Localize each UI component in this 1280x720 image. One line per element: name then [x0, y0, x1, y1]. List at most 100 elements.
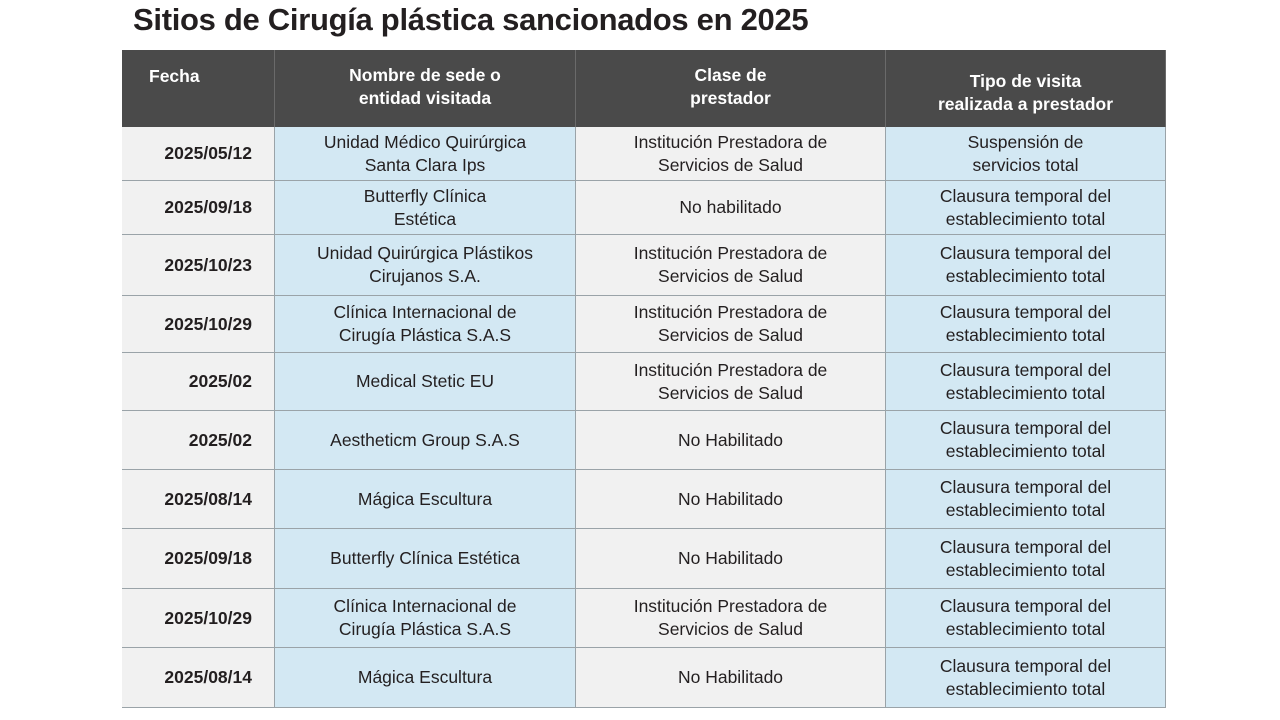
date-cell: 2025/10/23: [122, 235, 275, 296]
cell-text: Clausura temporal del: [939, 418, 1112, 438]
cell-text: 2025/09/18: [164, 197, 252, 217]
table-cell: Clausura temporal del establecimiento tot…: [886, 235, 1166, 296]
cell-text: Clausura temporal del: [939, 243, 1112, 263]
header-cell: Clase de prestador: [576, 50, 886, 127]
cell-text: Clausura temporal del: [939, 359, 1112, 380]
cell-text: Cirujanos S.A.: [369, 266, 481, 286]
cell-text: Fecha: [149, 66, 200, 86]
table-cell: No Habilitado: [576, 648, 886, 708]
cell-text: 2025/10/23: [164, 254, 252, 275]
cell-text: 2025/10/29: [164, 607, 252, 628]
cell-text: No habilitado: [679, 197, 782, 217]
cell-text: Institución Prestadora de: [633, 243, 828, 263]
cell-text: establecimiento total: [945, 382, 1106, 403]
cell-text: No Habilitado: [677, 488, 784, 509]
cell-text: Mágica Escultura: [357, 488, 493, 509]
cell-text: Servicios de Salud: [658, 154, 803, 175]
cell-text: No Habilitado: [677, 667, 784, 687]
cell-text: Institución Prestadora de: [633, 302, 828, 322]
table-cell: Institución Prestadora de Servicios de Sa…: [576, 127, 886, 181]
cell-text: Mágica Escultura: [357, 667, 493, 687]
cell-text: Estética: [393, 208, 457, 229]
cell-text: establecimiento total: [945, 619, 1106, 639]
table-cell: No Habilitado: [576, 470, 886, 529]
cell-text: Unidad Quirúrgica Plástikos: [317, 243, 533, 263]
cell-text: Tipo de visita: [969, 71, 1082, 91]
cell-text: Butterfly Clínica: [363, 185, 487, 206]
table-cell: Clausura temporal del establecimiento tot…: [886, 411, 1166, 470]
header-cell: Tipo de visita realizada a prestador: [886, 50, 1166, 127]
cell-text: establecimiento total: [945, 325, 1106, 345]
table-cell: Clausura temporal del establecimiento tot…: [886, 296, 1166, 353]
cell-text: Cirugía Plástica S.A.S: [338, 619, 512, 639]
table-cell: Butterfly Clínica Estética: [275, 529, 576, 589]
cell-text: Servicios de Salud: [658, 619, 803, 639]
cell-text: establecimiento total: [945, 559, 1106, 580]
table-cell: Unidad Médico Quirúrgica Santa Clara Ips: [275, 127, 576, 181]
cell-text: Servicios de Salud: [658, 325, 803, 345]
table-cell: Institución Prestadora de Servicios de Sa…: [576, 589, 886, 648]
cell-text: Santa Clara Ips: [364, 154, 486, 175]
date-cell: 2025/08/14: [122, 470, 275, 529]
cell-text: 2025/08/14: [164, 488, 252, 509]
header-cell: Fecha: [122, 50, 275, 127]
table-cell: Aestheticm Group S.A.S: [275, 411, 576, 470]
table-cell: Clínica Internacional de Cirugía Plástica…: [275, 296, 576, 353]
cell-text: servicios total: [972, 154, 1079, 175]
cell-text: establecimiento total: [945, 500, 1106, 520]
table-cell: No Habilitado: [576, 411, 886, 470]
table-cell: Unidad Quirúrgica Plástikos Cirujanos S.A…: [275, 235, 576, 296]
date-cell: 2025/02: [122, 411, 275, 470]
table-cell: Suspensión de servicios total: [886, 127, 1166, 181]
cell-text: No Habilitado: [677, 548, 784, 568]
cell-text: Clausura temporal del: [939, 596, 1112, 616]
date-cell: 2025/02: [122, 353, 275, 411]
cell-text: Clausura temporal del: [939, 655, 1112, 676]
cell-text: 2025/02: [188, 371, 252, 391]
cell-text: realizada a prestador: [937, 94, 1114, 114]
cell-text: establecimiento total: [945, 208, 1106, 229]
cell-text: Clínica Internacional de: [333, 302, 517, 322]
table: Fecha Nombre de sede o entidad visitada Cla…: [122, 50, 1166, 708]
cell-text: Servicios de Salud: [658, 382, 803, 403]
header-cell: Nombre de sede o entidad visitada: [275, 50, 576, 127]
table-cell: Medical Stetic EU: [275, 353, 576, 411]
cell-text: 2025/02: [188, 429, 252, 450]
cell-text: Servicios de Salud: [658, 266, 803, 286]
table-cell: Clausura temporal del establecimiento tot…: [886, 648, 1166, 708]
table-cell: No Habilitado: [576, 529, 886, 589]
cell-text: 2025/10/29: [164, 313, 252, 334]
date-cell: 2025/10/29: [122, 589, 275, 648]
table-cell: Clausura temporal del establecimiento tot…: [886, 353, 1166, 411]
table-cell: Clausura temporal del establecimiento tot…: [886, 470, 1166, 529]
table-cell: Clausura temporal del establecimiento tot…: [886, 529, 1166, 589]
table-cell: Institución Prestadora de Servicios de Sa…: [576, 235, 886, 296]
date-cell: 2025/05/12: [122, 127, 275, 181]
cell-text: Institución Prestadora de: [633, 596, 828, 616]
date-cell: 2025/10/29: [122, 296, 275, 353]
cell-text: Butterfly Clínica Estética: [330, 548, 520, 568]
cell-text: Unidad Médico Quirúrgica: [323, 131, 527, 152]
cell-text: Clausura temporal del: [939, 477, 1112, 497]
cell-text: No Habilitado: [677, 429, 784, 450]
table-cell: Clausura temporal del establecimiento tot…: [886, 181, 1166, 235]
cell-text: Institución Prestadora de: [633, 131, 828, 152]
date-cell: 2025/09/18: [122, 181, 275, 235]
table-cell: Institución Prestadora de Servicios de Sa…: [576, 353, 886, 411]
title: Sitios de Cirugía plástica sancionados e…: [133, 2, 809, 37]
table-cell: Institución Prestadora de Servicios de Sa…: [576, 296, 886, 353]
cell-text: establecimiento total: [945, 441, 1106, 461]
cell-text: Cirugía Plástica S.A.S: [338, 325, 512, 345]
cell-text: Medical Stetic EU: [355, 371, 495, 391]
cell-text: Clase de: [694, 65, 767, 85]
cell-text: 2025/09/18: [164, 548, 252, 568]
cell-text: Suspensión de: [967, 131, 1084, 152]
table-cell: Mágica Escultura: [275, 648, 576, 708]
table-cell: Clausura temporal del establecimiento tot…: [886, 589, 1166, 648]
cell-text: prestador: [690, 88, 771, 108]
cell-text: establecimiento total: [945, 678, 1106, 699]
date-cell: 2025/08/14: [122, 648, 275, 708]
cell-text: Clínica Internacional de: [333, 596, 517, 616]
cell-text: Clausura temporal del: [939, 302, 1112, 322]
